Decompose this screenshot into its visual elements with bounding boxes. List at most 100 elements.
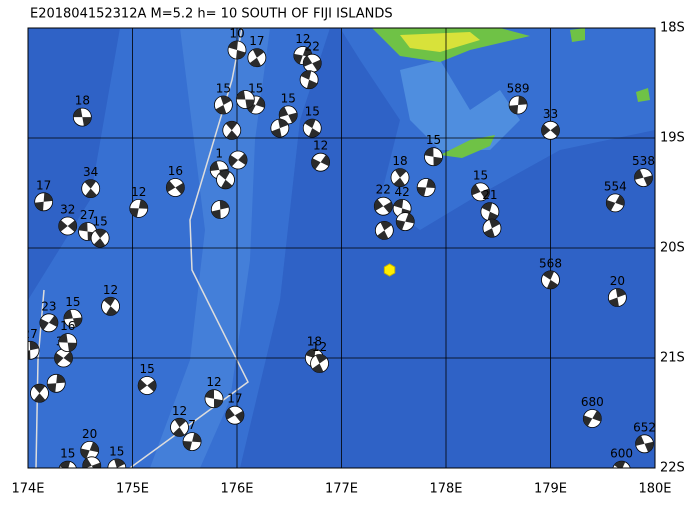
event-label: 27 (22, 327, 37, 341)
beachball (235, 90, 255, 109)
event-label: 12 (313, 139, 328, 153)
beachball-lobe (393, 168, 407, 187)
beachball-lobe (606, 195, 625, 211)
beachball (216, 170, 235, 190)
beachball-lobe (229, 153, 248, 167)
beachball-lobe (583, 410, 602, 427)
event-label: 15 (426, 133, 441, 147)
beachball (635, 434, 654, 454)
beachball-lobe (249, 48, 265, 67)
event-label: 1 (215, 146, 223, 160)
beachball (72, 107, 92, 127)
beachball-lobe (82, 458, 101, 468)
beachball-lobe (34, 192, 53, 211)
beachball (227, 40, 247, 60)
beachball-lobe (129, 199, 148, 218)
event-label: 12 (103, 283, 118, 297)
beachball (182, 432, 202, 452)
x-tick-label: 176E (220, 482, 253, 497)
event-label: 18 (392, 154, 407, 168)
beachball-lobe (312, 354, 327, 373)
event-label: 15 (305, 105, 320, 119)
beachball (310, 354, 329, 373)
event-label: 10 (229, 27, 244, 41)
event-label: 22 (376, 183, 391, 197)
beachball-lobe (542, 270, 559, 289)
beachball-lobe (63, 309, 82, 328)
event-label: 20 (610, 274, 625, 288)
beachball (90, 228, 110, 248)
beachball-lobe (54, 351, 73, 365)
beachball-lobe (73, 108, 92, 126)
beachball (311, 152, 331, 172)
beachball-lobe (58, 220, 77, 232)
beachball-lobe (293, 47, 312, 64)
beachball (46, 373, 66, 393)
y-tick-label: 19S (660, 131, 685, 146)
beachball (58, 216, 78, 236)
beachball-lobe (303, 55, 322, 71)
beachball-lobe (271, 119, 289, 138)
beachball (302, 118, 322, 138)
beachball-lobe (509, 96, 528, 114)
beachball (34, 192, 54, 212)
event-label: 15 (473, 168, 488, 182)
beachball (54, 348, 73, 368)
beachball (228, 150, 248, 170)
event-label: 7 (188, 418, 196, 432)
event-label: 12 (206, 375, 221, 389)
event-label: 34 (83, 165, 98, 179)
event-label: 15 (60, 447, 75, 461)
beachball-lobe (183, 432, 202, 451)
beachball-lobe (59, 461, 71, 468)
beachball-lobe (39, 315, 58, 330)
beachball-lobe (374, 199, 393, 214)
event-label: 17 (227, 392, 242, 406)
event-label: 16 (60, 319, 75, 333)
beachball (607, 288, 627, 307)
event-label: 589 (507, 82, 530, 96)
event-label: 33 (543, 107, 558, 121)
beachball (374, 220, 394, 240)
beachball-lobe (103, 297, 118, 316)
beachball (541, 120, 560, 140)
y-tick-label: 21S (660, 351, 685, 366)
beachball-lobe (300, 70, 318, 89)
y-tick-label: 22S (660, 461, 685, 476)
beachball (612, 460, 631, 468)
beachball (634, 168, 653, 188)
event-label: 554 (604, 179, 627, 193)
beachball-lobe (424, 147, 443, 166)
beachball (373, 196, 393, 216)
beachball-lobe (47, 374, 66, 393)
beachball (270, 118, 290, 138)
beachball (605, 193, 625, 213)
beachball (58, 460, 77, 468)
event-label: 568 (539, 256, 562, 270)
beachball-lobe (279, 106, 298, 124)
x-tick-label: 174E (11, 482, 44, 497)
beachball-lobe (166, 180, 185, 195)
beachball (508, 95, 528, 115)
beachball (82, 456, 102, 468)
beachball-lobe (33, 384, 46, 403)
beachball (416, 178, 436, 197)
y-tick-label: 18S (660, 21, 685, 36)
event-label: 12 (131, 185, 146, 199)
event-label: 15 (216, 82, 231, 96)
event-label: 20 (82, 427, 97, 441)
beachball (214, 95, 233, 115)
event-label: 600 (610, 447, 633, 461)
event-label: 27 (80, 208, 95, 222)
beachball-lobe (205, 389, 223, 408)
beachball (63, 308, 83, 328)
event-label: 22 (305, 40, 320, 54)
beachball (482, 218, 502, 238)
beachball (395, 212, 415, 232)
beachball (28, 340, 40, 360)
event-label: 12 (172, 404, 187, 418)
beachball (165, 178, 185, 197)
event-label: 15 (65, 295, 80, 309)
